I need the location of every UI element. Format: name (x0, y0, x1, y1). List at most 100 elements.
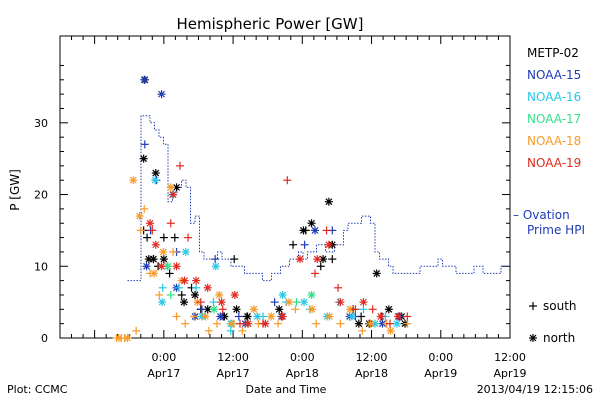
north-point-noaa-18 (267, 312, 276, 321)
south-point-noaa-19 (166, 219, 175, 228)
south-point-noaa-19 (236, 319, 244, 328)
north-point-metp-02 (151, 169, 160, 178)
north-point-metp-02 (139, 154, 148, 163)
south-point-metp-02 (165, 269, 174, 278)
legend-ovation-line2: Prime HPI (527, 223, 585, 237)
north-point-noaa-19 (376, 312, 385, 321)
north-point-noaa-19 (359, 298, 368, 307)
north-point-noaa-16 (181, 247, 190, 256)
south-point-noaa-18 (238, 326, 247, 335)
south-point-metp-02 (230, 255, 239, 264)
north-point-noaa-16 (347, 312, 356, 321)
north-point-noaa-18 (150, 269, 159, 278)
y-tick-label: 30 (34, 117, 48, 130)
north-point-noaa-18 (215, 290, 224, 299)
south-point-noaa-16 (226, 326, 235, 335)
data-points (112, 75, 412, 342)
south-point-noaa-16 (158, 283, 167, 292)
south-point-noaa-19 (351, 305, 360, 314)
south-point-noaa-16 (359, 305, 368, 314)
south-point-metp-02 (143, 233, 152, 242)
north-point-noaa-19 (151, 240, 160, 249)
south-point-noaa-19 (386, 319, 394, 328)
south-point-metp-02 (159, 233, 168, 242)
north-point-noaa-18 (249, 305, 258, 314)
north-point-noaa-19 (296, 255, 304, 264)
south-point-noaa-17 (292, 298, 301, 307)
legend-south-marker (529, 302, 537, 310)
south-point-noaa-19 (283, 176, 292, 185)
north-point-noaa-16 (253, 312, 262, 321)
south-point-metp-02 (316, 262, 325, 271)
plot-source-label: Plot: CCMC (7, 383, 68, 396)
north-point-noaa-19 (230, 290, 239, 299)
legend-entry-noaa-18: NOAA-18 (527, 134, 581, 148)
south-point-noaa-18 (403, 319, 412, 328)
north-point-noaa-15 (378, 319, 387, 328)
y-axis-ticks: 0 10 20 30 (34, 64, 510, 345)
north-point-noaa-19 (146, 219, 154, 228)
north-point-noaa-19 (217, 298, 226, 307)
north-point-noaa-17 (163, 262, 172, 271)
south-point-noaa-15 (197, 305, 206, 314)
x-axis-ticks: 0:00 Apr17 12:00 Apr17 0:00 Apr18 12:00 Apr18 0:… (59, 36, 527, 380)
y-tick-label: 10 (34, 260, 48, 273)
x-tick-time-label: 12:00 (356, 351, 388, 364)
north-point-noaa-19 (169, 190, 178, 199)
north-point-noaa-18 (159, 247, 168, 256)
north-point-noaa-18 (114, 334, 123, 342)
south-point-noaa-19 (311, 269, 319, 278)
south-point-noaa-19 (403, 312, 412, 321)
south-point-metp-02 (177, 290, 186, 299)
south-point-noaa-18 (181, 319, 190, 328)
north-point-noaa-19 (324, 240, 333, 249)
south-point-noaa-18 (136, 226, 145, 235)
x-tick-time-label: 0:00 (428, 351, 453, 364)
south-point-noaa-15 (270, 298, 279, 307)
north-point-noaa-19 (180, 276, 189, 285)
north-point-noaa-18 (366, 319, 375, 328)
legend: METP-02 NOAA-15 NOAA-16 NOAA-17 NOAA-18 NOAA-… (513, 46, 585, 345)
plot-frame (59, 35, 511, 339)
north-point-noaa-19 (394, 312, 403, 321)
x-tick-date-label: Apr18 (355, 367, 388, 380)
north-point-metp-02 (299, 226, 308, 235)
south-point-metp-02 (289, 240, 298, 249)
south-point-noaa-19 (184, 233, 193, 242)
legend-entry-metp-02: METP-02 (527, 46, 579, 60)
south-point-noaa-15 (140, 140, 149, 149)
north-point-noaa-16 (158, 298, 167, 307)
x-tick-time-label: 12:00 (494, 351, 526, 364)
x-tick-date-label: Apr19 (493, 367, 526, 380)
north-point-noaa-18 (227, 319, 236, 328)
north-point-noaa-18 (135, 212, 144, 221)
x-tick-time-label: 12:00 (217, 351, 249, 364)
south-point-noaa-17 (166, 290, 175, 299)
north-point-metp-02 (307, 219, 316, 228)
north-point-noaa-18 (325, 312, 334, 321)
north-point-noaa-19 (172, 262, 181, 271)
north-point-noaa-18 (129, 176, 138, 185)
south-point-noaa-19 (218, 305, 227, 314)
south-point-noaa-18 (189, 312, 198, 321)
south-point-noaa-19 (368, 305, 377, 314)
plot-timestamp: 2013/04/19 12:15:06 (477, 383, 593, 396)
legend-entry-noaa-16: NOAA-16 (527, 90, 581, 104)
north-point-noaa-19 (261, 319, 270, 328)
north-point-noaa-16 (278, 290, 287, 299)
south-point-noaa-18 (172, 312, 181, 321)
north-point-noaa-19 (313, 255, 322, 264)
south-point-noaa-16 (192, 283, 201, 292)
south-point-noaa-18 (336, 319, 345, 328)
south-point-noaa-18 (140, 204, 149, 213)
north-point-noaa-19 (336, 298, 345, 307)
south-point-metp-02 (170, 233, 179, 242)
south-point-noaa-16 (174, 283, 183, 292)
x-tick-time-label: 0:00 (290, 351, 315, 364)
south-point-noaa-16 (209, 298, 218, 307)
north-point-noaa-18 (308, 305, 317, 314)
x-axis-label: Date and Time (246, 383, 327, 396)
north-point-noaa-18 (166, 183, 175, 192)
north-point-metp-02 (180, 298, 189, 307)
